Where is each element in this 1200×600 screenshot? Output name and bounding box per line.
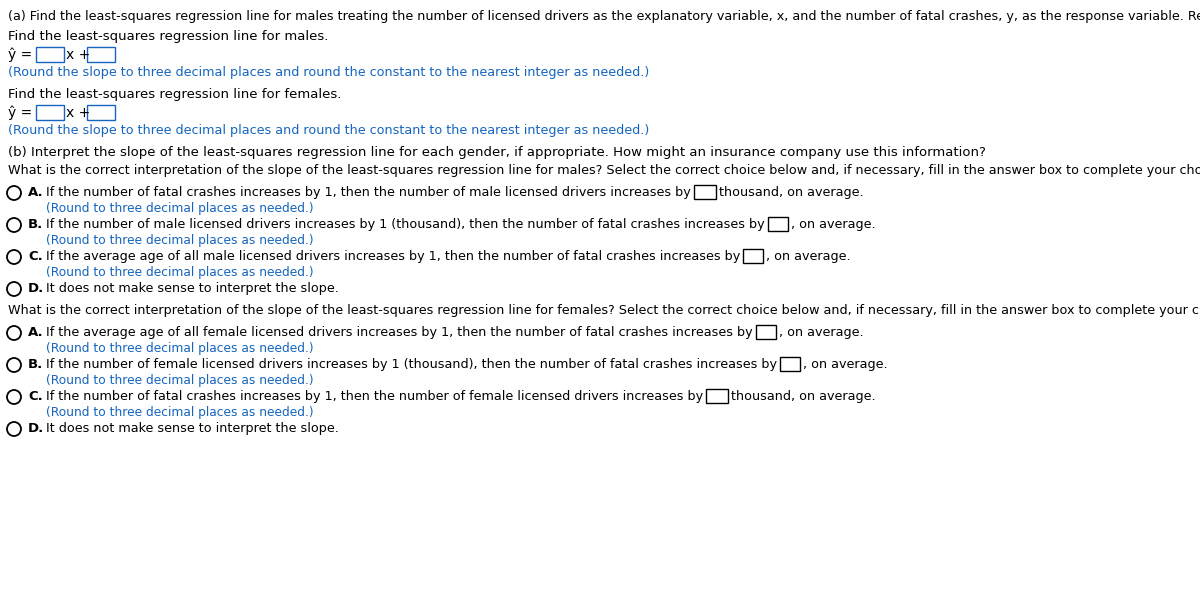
Text: (b) Interpret the slope of the least-squares regression line for each gender, if: (b) Interpret the slope of the least-squ… — [8, 146, 986, 159]
Text: (a) Find the least-squares regression line for males treating the number of lice: (a) Find the least-squares regression li… — [8, 10, 1200, 23]
Text: thousand, on average.: thousand, on average. — [719, 186, 863, 199]
Text: (Round to three decimal places as needed.): (Round to three decimal places as needed… — [46, 266, 313, 279]
Text: Find the least-squares regression line for females.: Find the least-squares regression line f… — [8, 88, 341, 101]
Text: ŷ =: ŷ = — [8, 48, 32, 62]
Text: x +: x + — [66, 106, 90, 120]
Text: (Round to three decimal places as needed.): (Round to three decimal places as needed… — [46, 234, 313, 247]
Text: A.: A. — [28, 186, 43, 199]
Text: What is the correct interpretation of the slope of the least-squares regression : What is the correct interpretation of th… — [8, 304, 1200, 317]
Text: Find the least-squares regression line for males.: Find the least-squares regression line f… — [8, 30, 329, 43]
Text: B.: B. — [28, 358, 43, 371]
Text: thousand, on average.: thousand, on average. — [731, 390, 876, 403]
Text: (Round to three decimal places as needed.): (Round to three decimal places as needed… — [46, 342, 313, 355]
Text: If the number of male licensed drivers increases by 1 (thousand), then the numbe: If the number of male licensed drivers i… — [46, 218, 764, 231]
FancyBboxPatch shape — [756, 325, 775, 339]
FancyBboxPatch shape — [694, 185, 715, 199]
Text: If the number of fatal crashes increases by 1, then the number of male licensed : If the number of fatal crashes increases… — [46, 186, 691, 199]
Text: D.: D. — [28, 282, 44, 295]
Text: (Round the slope to three decimal places and round the constant to the nearest i: (Round the slope to three decimal places… — [8, 124, 649, 137]
Text: If the number of female licensed drivers increases by 1 (thousand), then the num: If the number of female licensed drivers… — [46, 358, 778, 371]
Text: If the average age of all male licensed drivers increases by 1, then the number : If the average age of all male licensed … — [46, 250, 740, 263]
FancyBboxPatch shape — [88, 105, 115, 120]
Text: What is the correct interpretation of the slope of the least-squares regression : What is the correct interpretation of th… — [8, 164, 1200, 177]
Text: C.: C. — [28, 390, 43, 403]
FancyBboxPatch shape — [780, 357, 800, 371]
Text: (Round to three decimal places as needed.): (Round to three decimal places as needed… — [46, 374, 313, 387]
Text: It does not make sense to interpret the slope.: It does not make sense to interpret the … — [46, 422, 338, 435]
Text: B.: B. — [28, 218, 43, 231]
FancyBboxPatch shape — [743, 249, 763, 263]
FancyBboxPatch shape — [768, 217, 787, 231]
Text: , on average.: , on average. — [767, 250, 851, 263]
Text: A.: A. — [28, 326, 43, 339]
Text: (Round to three decimal places as needed.): (Round to three decimal places as needed… — [46, 202, 313, 215]
Text: , on average.: , on average. — [779, 326, 863, 339]
Text: ŷ =: ŷ = — [8, 106, 32, 121]
Text: It does not make sense to interpret the slope.: It does not make sense to interpret the … — [46, 282, 338, 295]
Text: x +: x + — [66, 48, 90, 62]
FancyBboxPatch shape — [36, 47, 64, 62]
FancyBboxPatch shape — [88, 47, 115, 62]
Text: If the average age of all female licensed drivers increases by 1, then the numbe: If the average age of all female license… — [46, 326, 752, 339]
Text: C.: C. — [28, 250, 43, 263]
FancyBboxPatch shape — [706, 389, 728, 403]
Text: , on average.: , on average. — [791, 218, 875, 231]
Text: , on average.: , on average. — [803, 358, 888, 371]
Text: If the number of fatal crashes increases by 1, then the number of female license: If the number of fatal crashes increases… — [46, 390, 703, 403]
Text: (Round to three decimal places as needed.): (Round to three decimal places as needed… — [46, 406, 313, 419]
Text: D.: D. — [28, 422, 44, 435]
Text: (Round the slope to three decimal places and round the constant to the nearest i: (Round the slope to three decimal places… — [8, 66, 649, 79]
FancyBboxPatch shape — [36, 105, 64, 120]
